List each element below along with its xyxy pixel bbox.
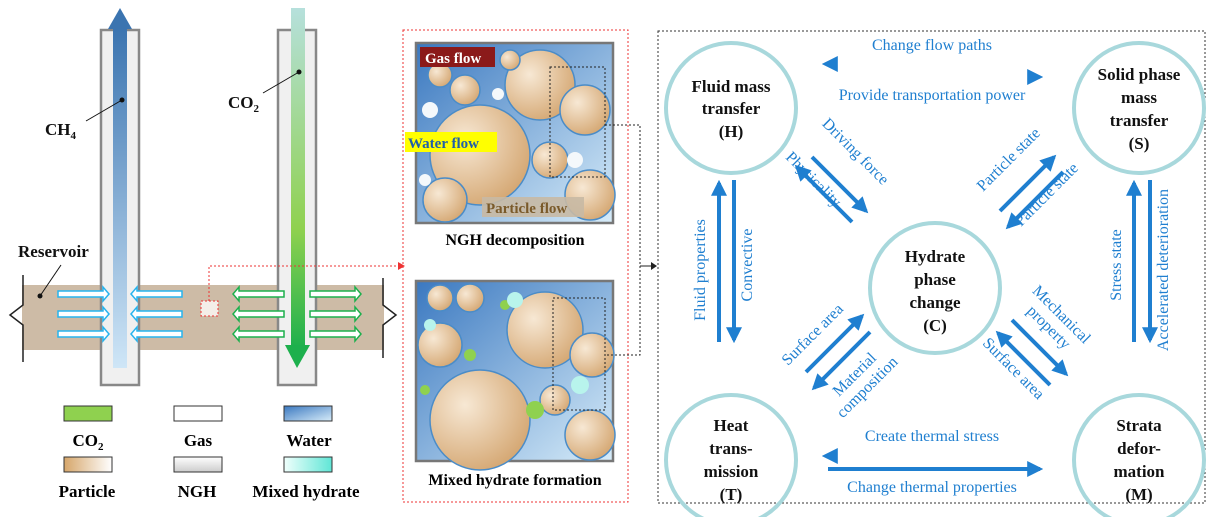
label-change-thermal-properties: Change thermal properties (847, 479, 1017, 496)
label-material-composition: Materialcomposition (821, 341, 902, 422)
ngh-decomposition-image: Gas flow Water flow Particle flow (405, 41, 616, 225)
zoom-region-marker (200, 300, 219, 317)
legend-swatch-gas (173, 405, 223, 422)
label-create-thermal-stress: Create thermal stress (865, 428, 999, 445)
label-convective: Convective (739, 229, 756, 302)
mixed-hydrate-formation-image (414, 279, 616, 471)
legend-swatch-water (283, 405, 333, 422)
coupling-panel: Fluid mass transfer (H) Solid phase mass tra… (657, 30, 1206, 522)
node-m-label: Strata defor-mation (M) (1114, 416, 1166, 504)
node-c-label: Hydrate phase change (C) (905, 247, 966, 335)
arrow-m-to-c (995, 330, 1052, 387)
legend-swatch-mixed-hydrate (283, 456, 333, 473)
legend-label-water: Water (286, 431, 332, 450)
node-t-label: Heat trans-mission (T) (704, 416, 759, 504)
reservoir-label: Reservoir (18, 242, 89, 261)
node-s-label: Solid phase mass transfer (S) (1098, 65, 1181, 153)
arrow-c-to-h (794, 164, 854, 224)
label-mechanical-property: Mechanicalproperty (1016, 282, 1094, 360)
node-h-label: Fluid mass transfer (H) (692, 77, 771, 141)
water-flow-label: Water flow (408, 136, 479, 152)
co2-label: CO2 (228, 93, 260, 115)
well-schematic: CH4 CO2 Reservoir (8, 8, 405, 387)
legend-label-mixed-hydrate: Mixed hydrate (252, 482, 360, 501)
gas-flow-label: Gas flow (425, 51, 481, 67)
ch4-label: CH4 (45, 120, 77, 142)
label-fluid-properties: Fluid properties (692, 219, 709, 321)
ngh-decomposition-caption: NGH decomposition (445, 232, 584, 249)
arrow-c-to-s (998, 154, 1057, 213)
node-m-circle (1072, 393, 1206, 522)
node-c-circle (868, 221, 1002, 355)
label-particle-state-1: Particle state (974, 125, 1044, 195)
outflow-arrows (232, 284, 362, 344)
node-t-circle (664, 393, 798, 522)
legend-label-gas: Gas (184, 431, 213, 450)
label-stress-state: Stress state (1108, 229, 1125, 301)
legend-label-ngh: NGH (178, 482, 217, 501)
inflow-arrows (57, 284, 183, 344)
node-s-circle (1072, 41, 1206, 175)
legend-swatch-co2 (63, 405, 113, 422)
label-change-flow-paths: Change flow paths (872, 37, 992, 54)
arrow-c-to-t (811, 330, 872, 391)
particle-flow-badge (482, 197, 584, 217)
label-surface-area-1: Surface area (779, 301, 847, 369)
node-h-circle (664, 41, 798, 175)
legend-swatch-ngh (173, 456, 223, 473)
legend-swatch-particle (63, 456, 113, 473)
legend-label-particle: Particle (59, 482, 116, 501)
label-provide-transportation-power: Provide transportation power (839, 87, 1026, 104)
label-driving-force: Driving force (819, 115, 892, 188)
co2-down-arrow-icon (285, 345, 310, 368)
ch4-up-arrow-icon (108, 8, 132, 29)
arrow-t-to-c (804, 313, 865, 374)
micro-view-panel: Gas flow Water flow Particle flow NGH de… (402, 29, 657, 503)
gas-flow-badge (420, 47, 495, 67)
particle-flow-label: Particle flow (486, 201, 567, 217)
arrow-h-to-c (810, 155, 869, 214)
water-flow-badge (405, 132, 497, 152)
label-accelerated-deterioration: Accelerated deterioration (1155, 189, 1172, 351)
label-particle-state-2: Particle state (1012, 160, 1082, 230)
arrow-s-to-c (1005, 170, 1065, 230)
mixed-hydrate-caption: Mixed hydrate formation (428, 472, 601, 489)
legend: CO2 Gas Water Particle NGH Mixed hydrate (59, 405, 360, 501)
arrow-c-to-m (1010, 318, 1069, 377)
legend-label-co2: CO2 (73, 431, 105, 453)
